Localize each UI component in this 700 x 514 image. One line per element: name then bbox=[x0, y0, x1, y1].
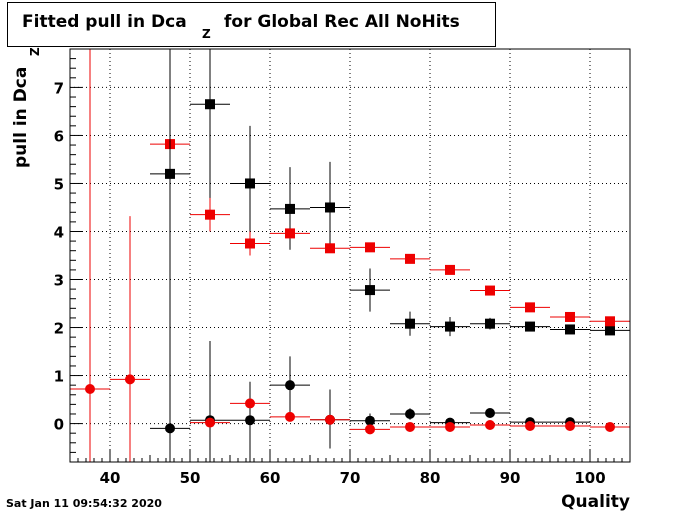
data-point-square bbox=[365, 242, 375, 253]
data-point-square bbox=[205, 209, 215, 220]
data-point-square bbox=[405, 253, 415, 264]
data-point-square bbox=[325, 202, 335, 213]
data-point-circle bbox=[485, 420, 495, 431]
x-tick-label: 100 bbox=[574, 469, 605, 487]
data-point-circle bbox=[365, 424, 375, 435]
data-point-square bbox=[245, 178, 255, 189]
data-point-circle bbox=[405, 408, 415, 419]
data-point-circle bbox=[165, 423, 175, 434]
data-point-circle bbox=[485, 408, 495, 419]
data-point-circle bbox=[445, 421, 455, 432]
y-tick-label: 4 bbox=[54, 223, 64, 241]
axis-layer: 40 50 60 70 80 90 100 0 1 2 3 4 5 6 7 bbox=[54, 48, 631, 487]
data-point-circle bbox=[245, 415, 255, 426]
data-point-circle bbox=[205, 417, 215, 428]
data-point-square bbox=[285, 228, 295, 239]
x-tick-label: 70 bbox=[340, 469, 361, 487]
data-point-square bbox=[405, 318, 415, 329]
data-point-circle bbox=[245, 398, 255, 409]
y-axis-label-subscript: Z bbox=[28, 47, 42, 56]
y-axis-label: pull in Dca bbox=[11, 66, 31, 168]
data-point-square bbox=[325, 243, 335, 254]
x-tick-label: 80 bbox=[420, 469, 441, 487]
y-tick-label: 5 bbox=[54, 175, 64, 193]
data-point-square bbox=[565, 311, 575, 322]
data-point-circle bbox=[125, 374, 135, 385]
plot-frame bbox=[69, 48, 631, 463]
data-point-circle bbox=[565, 420, 575, 431]
y-tick-label: 2 bbox=[54, 320, 64, 338]
data-point-square bbox=[445, 264, 455, 275]
data-point-square bbox=[485, 318, 495, 329]
data-point-square bbox=[605, 325, 615, 336]
data-point-square bbox=[365, 285, 375, 296]
x-tick-label: 50 bbox=[180, 469, 201, 487]
grid-layer bbox=[70, 49, 630, 462]
chart-title-box: Fitted pull in Dca Z for Global Rec All … bbox=[7, 2, 496, 47]
data-point-circle bbox=[405, 421, 415, 432]
y-tick-label: 3 bbox=[54, 272, 64, 290]
data-point-circle bbox=[325, 414, 335, 425]
chart-title-rest: for Global Rec All NoHits bbox=[224, 12, 460, 32]
data-point-circle bbox=[285, 380, 295, 391]
data-point-circle bbox=[525, 420, 535, 431]
data-point-square bbox=[245, 238, 255, 249]
data-layer bbox=[70, 49, 630, 462]
data-point-square bbox=[525, 302, 535, 313]
chart-title-subscript: Z bbox=[202, 27, 211, 41]
chart-title-main: Fitted pull in Dca bbox=[22, 12, 187, 32]
data-point-circle bbox=[605, 421, 615, 432]
data-point-square bbox=[485, 285, 495, 296]
y-tick-label: 1 bbox=[54, 368, 64, 386]
y-tick-label: 0 bbox=[54, 416, 64, 434]
y-tick-label: 6 bbox=[54, 127, 64, 145]
x-tick-label: 60 bbox=[260, 469, 281, 487]
data-point-square bbox=[525, 321, 535, 332]
timestamp: Sat Jan 11 09:54:32 2020 bbox=[6, 497, 162, 510]
data-point-square bbox=[605, 316, 615, 327]
x-tick-label: 40 bbox=[100, 469, 121, 487]
data-point-circle bbox=[285, 411, 295, 422]
data-point-square bbox=[445, 321, 455, 332]
y-tick-label: 7 bbox=[54, 79, 64, 97]
data-point-square bbox=[285, 203, 295, 214]
data-point-circle bbox=[365, 415, 375, 426]
data-point-square bbox=[205, 99, 215, 110]
data-point-circle bbox=[85, 384, 95, 395]
x-tick-label: 90 bbox=[500, 469, 521, 487]
data-point-square bbox=[565, 324, 575, 335]
x-axis-label: Quality bbox=[561, 492, 630, 512]
